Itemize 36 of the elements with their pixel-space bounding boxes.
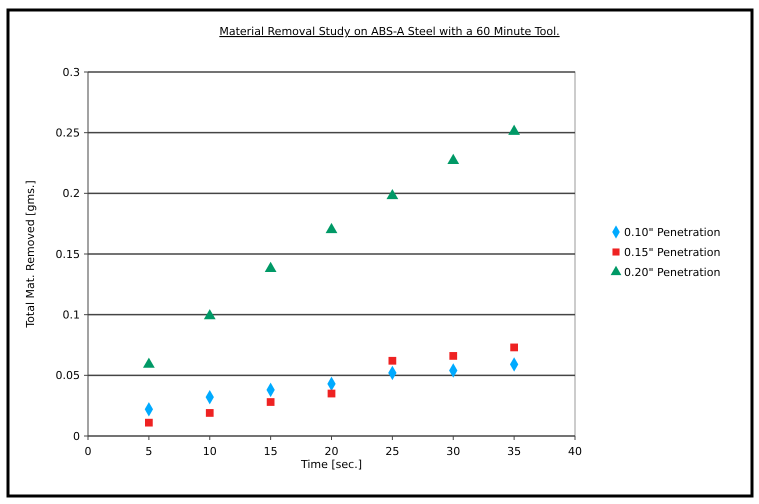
point [326,222,338,234]
y-tick-label: 0.15 [56,248,80,261]
x-tick-label: 5 [145,445,152,458]
point [142,358,155,368]
x-tick-label: 0 [84,445,92,458]
point [328,390,336,398]
y-tick-label: 0 [73,430,80,443]
y-tick-label: 0.2 [62,187,80,200]
x-tick-label: 30 [446,445,460,458]
point [264,262,277,272]
point [204,309,216,320]
point [510,344,518,352]
legend-label: 0.10" Penetration [624,226,720,239]
chart-title: Material Removal Study on ABS-A Steel with a 60 Minute Tool. [219,25,560,38]
point [449,352,458,360]
legend-label: 0.15" Penetration [624,246,720,259]
x-tick-label: 10 [202,445,217,458]
y-tick-label: 0.05 [56,369,80,382]
x-axis-title: Time [sec.] [300,458,362,471]
legend-label: 0.20" Penetration [624,266,720,279]
y-tick-label: 0.1 [62,308,80,322]
point [206,409,214,417]
point [447,154,460,164]
point [508,124,520,135]
x-tick-label: 40 [568,445,582,458]
point [266,398,274,406]
point [386,188,398,200]
y-axis-title: Total Mat. Removed [gms.] [24,180,37,329]
point [388,356,396,365]
x-tick-label: 20 [324,445,338,458]
point [145,418,153,427]
y-tick-label: 0.25 [56,126,80,140]
x-tick-label: 15 [264,445,278,458]
x-tick-label: 35 [507,445,522,458]
x-tick-label: 25 [385,445,400,458]
y-tick-label: 0.3 [62,66,80,79]
